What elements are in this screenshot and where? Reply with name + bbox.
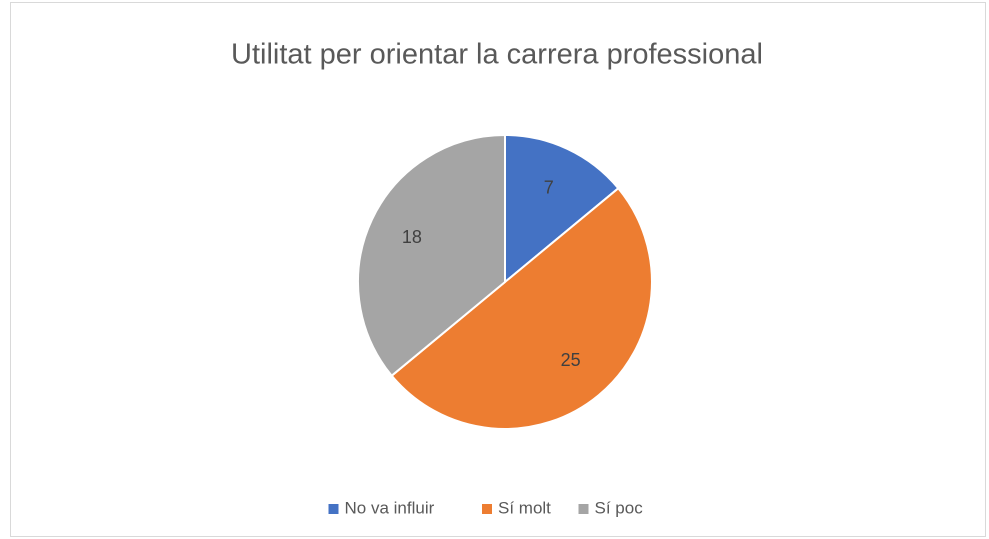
pie-slice — [357, 133, 506, 378]
legend-swatch — [578, 504, 589, 514]
legend-label: Sí poc — [595, 498, 644, 517]
data-label: 18 — [402, 227, 422, 247]
legend-label: No va influir — [345, 498, 435, 517]
chart-title: Utilitat per orientar la carrera profess… — [231, 39, 763, 71]
pie-slice — [504, 133, 620, 285]
pie-slice — [390, 186, 653, 430]
legend-swatch — [482, 504, 492, 514]
data-label: 25 — [561, 350, 581, 370]
data-label: 7 — [544, 178, 554, 198]
legend-label: Sí molt — [498, 498, 551, 517]
legend-swatch — [328, 504, 339, 514]
